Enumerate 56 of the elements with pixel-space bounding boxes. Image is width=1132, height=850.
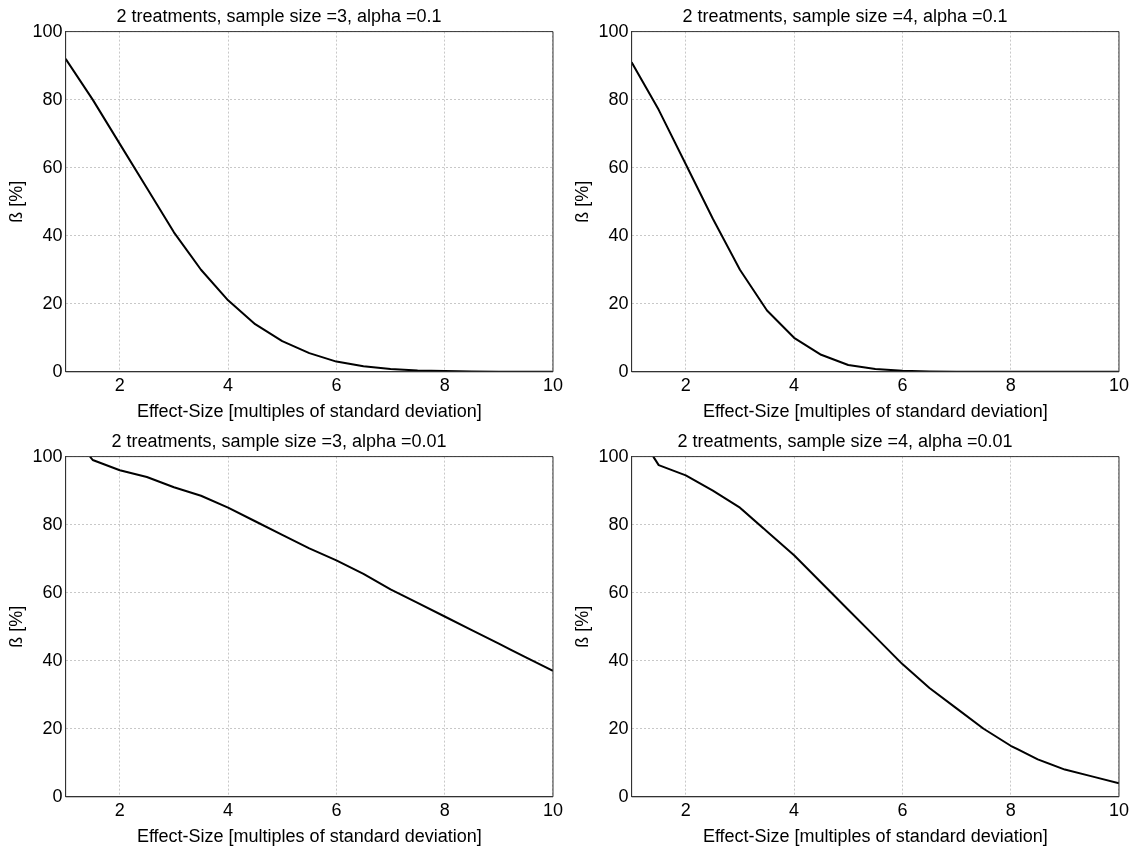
x-tick-label: 10	[542, 799, 563, 820]
x-tick-label: 4	[789, 799, 800, 820]
x-tick-label: 8	[439, 374, 450, 395]
y-axis-title: ß [%]	[571, 180, 592, 223]
x-tick-label: 4	[789, 374, 800, 395]
chart-title: 2 treatments, sample size =3, alpha =0.01	[111, 430, 447, 451]
y-tick-label: 40	[42, 649, 63, 670]
chart-title: 2 treatments, sample size =4, alpha =0.01	[677, 430, 1013, 451]
y-tick-label: 40	[42, 224, 63, 245]
y-axis-title: ß [%]	[5, 605, 26, 648]
x-tick-label: 8	[439, 799, 450, 820]
x-tick-label: 6	[897, 374, 908, 395]
y-tick-label: 20	[608, 292, 629, 313]
x-tick-label: 4	[223, 374, 234, 395]
y-tick-label: 0	[618, 360, 629, 381]
chart-title: 2 treatments, sample size =4, alpha =0.1	[682, 5, 1008, 26]
y-tick-label: 60	[42, 156, 63, 177]
y-axis-title: ß [%]	[5, 180, 26, 223]
x-tick-label: 6	[331, 799, 342, 820]
x-tick-label: 4	[223, 799, 234, 820]
x-tick-label: 6	[331, 374, 342, 395]
x-axis-title: Effect-Size [multiples of standard deviation]	[702, 401, 1048, 422]
x-tick-label: 10	[542, 374, 563, 395]
y-tick-label: 60	[42, 581, 63, 602]
x-tick-label: 10	[1108, 374, 1129, 395]
y-tick-label: 20	[608, 717, 629, 738]
y-tick-label: 100	[598, 20, 629, 41]
y-tick-label: 40	[608, 224, 629, 245]
x-tick-label: 6	[897, 799, 908, 820]
x-tick-label: 8	[1005, 799, 1016, 820]
y-tick-label: 80	[42, 88, 63, 109]
y-tick-label: 100	[598, 445, 629, 466]
x-tick-label: 2	[680, 374, 691, 395]
x-tick-label: 10	[1108, 799, 1129, 820]
y-tick-label: 0	[618, 785, 629, 806]
y-tick-label: 0	[52, 785, 63, 806]
y-tick-label: 20	[42, 292, 63, 313]
x-tick-label: 2	[114, 374, 125, 395]
y-tick-label: 60	[608, 156, 629, 177]
x-tick-label: 2	[114, 799, 125, 820]
y-tick-label: 0	[52, 360, 63, 381]
y-tick-label: 60	[608, 581, 629, 602]
y-axis-title: ß [%]	[571, 605, 592, 648]
x-axis-title: Effect-Size [multiples of standard deviation]	[136, 401, 482, 422]
y-tick-label: 100	[32, 20, 63, 41]
x-tick-label: 8	[1005, 374, 1016, 395]
chart-title: 2 treatments, sample size =3, alpha =0.1	[116, 5, 442, 26]
x-tick-label: 2	[680, 799, 691, 820]
x-axis-title: Effect-Size [multiples of standard deviation]	[136, 826, 482, 847]
y-tick-label: 80	[608, 88, 629, 109]
y-tick-label: 100	[32, 445, 63, 466]
y-tick-label: 80	[42, 513, 63, 534]
y-tick-label: 80	[608, 513, 629, 534]
x-axis-title: Effect-Size [multiples of standard deviation]	[702, 826, 1048, 847]
y-tick-label: 20	[42, 717, 63, 738]
y-tick-label: 40	[608, 649, 629, 670]
